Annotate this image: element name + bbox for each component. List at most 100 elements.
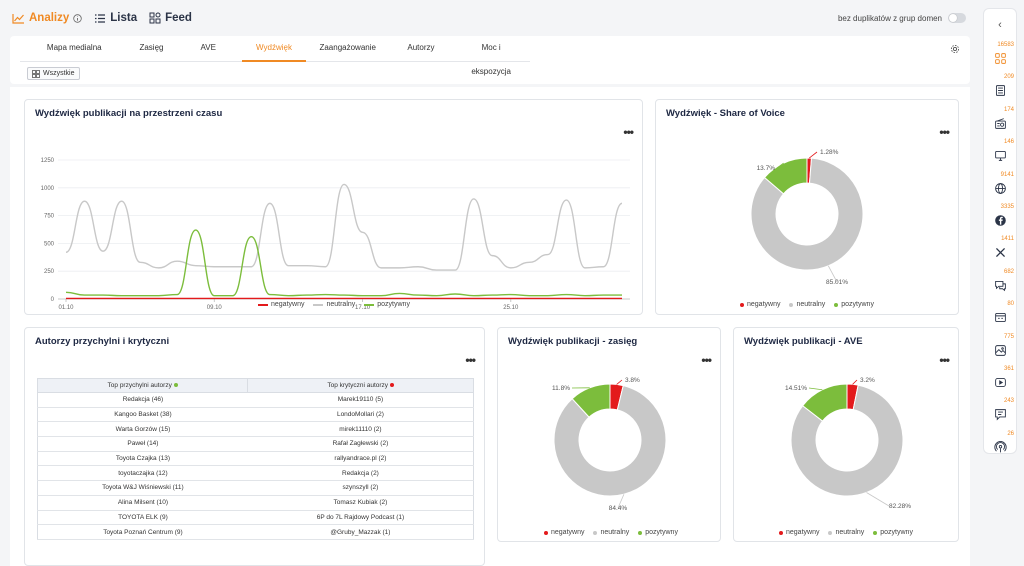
duplicates-switch[interactable] xyxy=(948,13,966,23)
donut-slice-pozytywny[interactable] xyxy=(802,383,848,422)
positive-author[interactable]: TOYOTA ELK (9) xyxy=(36,510,248,526)
slice-value-label: 1.28% xyxy=(820,149,839,156)
critical-author[interactable]: rallyandrace.pl (2) xyxy=(247,451,474,467)
source-count: 80 xyxy=(1007,301,1014,308)
y-tick-label: 0 xyxy=(51,297,55,303)
source-count: 146 xyxy=(1003,139,1014,146)
col-positive-authors: Top przychylni autorzy xyxy=(36,378,249,393)
source-filter-tv[interactable]: 146 xyxy=(984,138,1016,162)
facebook-icon xyxy=(994,215,1006,226)
y-tick-label: 750 xyxy=(44,214,55,220)
critical-author[interactable]: mirek11110 (2) xyxy=(247,421,474,438)
positive-author[interactable]: toyotaczajka (12) xyxy=(36,465,248,482)
timeline-menu-button[interactable]: ••• xyxy=(623,125,634,139)
donut-slice-neutralny[interactable] xyxy=(790,384,904,497)
sov-menu-button[interactable]: ••• xyxy=(939,125,950,139)
source-filter-chat[interactable]: 682 xyxy=(984,268,1016,292)
timeline-legend: negatywny neutralny pozytywny xyxy=(258,301,410,308)
nav-analyses[interactable]: Analizy xyxy=(12,12,82,24)
duplicates-toggle[interactable]: bez duplikatów z grup domen xyxy=(838,13,966,23)
source-filter-podcast[interactable]: 26 xyxy=(984,430,1016,454)
filter-chip-label: Wszystkie xyxy=(43,70,75,77)
positive-author[interactable]: Toyota W&J Wiśniewski (11) xyxy=(36,480,248,496)
source-filter-youtube[interactable]: 361 xyxy=(984,365,1016,389)
source-sidebar: ‹ 16583 209 174 146 9141 3335 1411 682 80 775 361 2… xyxy=(983,8,1017,454)
label-connector xyxy=(852,379,858,385)
nav-feed-label: Feed xyxy=(165,12,192,24)
y-tick-label: 250 xyxy=(44,269,55,275)
critical-author[interactable]: Marek19110 (5) xyxy=(247,392,474,408)
tab-media-map[interactable]: Mapa medialna xyxy=(46,43,102,52)
legend-positive-label: pozytywny xyxy=(880,529,913,536)
podcast-icon xyxy=(993,440,1007,453)
legend-positive-label: pozytywny xyxy=(377,301,410,308)
critical-author[interactable]: LondoMollari (2) xyxy=(247,407,474,423)
tab-power-exposure[interactable]: Moc i ekspozycja xyxy=(471,43,511,76)
info-icon[interactable] xyxy=(73,13,82,23)
positive-author[interactable]: Alina Milsent (10) xyxy=(36,495,248,511)
donut-slice-neutralny[interactable] xyxy=(553,384,667,497)
source-filter-globe[interactable]: 9141 xyxy=(984,171,1016,195)
positive-author[interactable]: Kangoo Basket (38) xyxy=(36,407,248,423)
instagram-icon xyxy=(994,344,1006,356)
table-row: Paweł (14) Rafał Zagłewski (2) xyxy=(36,436,474,452)
nav-feed[interactable]: Feed xyxy=(149,12,192,24)
tab-reach[interactable]: Zasięg xyxy=(139,43,164,52)
legend-positive: pozytywny xyxy=(834,301,874,308)
source-filter-instagram[interactable]: 775 xyxy=(984,333,1016,357)
legend-negative-label: negatywny xyxy=(747,301,781,308)
x-tick-label: 01.10 xyxy=(58,305,74,311)
source-filter-grid[interactable]: 16583 xyxy=(984,41,1016,65)
tab-sentiment[interactable]: Wydźwięk xyxy=(242,36,306,62)
source-filter-newspaper[interactable]: 209 xyxy=(984,73,1016,97)
legend-negative: negatywny xyxy=(740,301,780,308)
source-count: 209 xyxy=(1003,74,1014,81)
source-filter-radio[interactable]: 174 xyxy=(984,106,1016,130)
gear-icon[interactable] xyxy=(950,44,960,54)
collapse-sidebar-button[interactable]: ‹ xyxy=(998,19,1002,31)
reach-menu-button[interactable]: ••• xyxy=(701,353,712,367)
critical-author[interactable]: @Gruby_Mazzak (1) xyxy=(247,524,474,540)
slice-value-label: 3.2% xyxy=(860,377,875,384)
critical-author[interactable]: 6P do 7L Rajdowy Podcast (1) xyxy=(247,510,474,526)
nav-analyses-label: Analizy xyxy=(29,12,70,24)
filter-chip-all[interactable]: Wszystkie xyxy=(27,67,80,80)
forum-icon xyxy=(994,313,1006,323)
source-filter-forum[interactable]: 80 xyxy=(984,300,1016,324)
slice-value-label: 85.01% xyxy=(826,279,848,286)
slice-value-label: 3.8% xyxy=(625,377,640,384)
timeline-card: Wydźwięk publikacji na przestrzeni czasu… xyxy=(24,99,643,315)
positive-author[interactable]: Toyota Poznań Centrum (9) xyxy=(36,524,248,540)
legend-negative: negatywny xyxy=(544,529,584,536)
label-connector xyxy=(808,387,823,391)
slice-value-label: 82.28% xyxy=(889,503,911,510)
donut-slice-pozytywny[interactable] xyxy=(763,157,808,195)
positive-author[interactable]: Paweł (14) xyxy=(36,436,248,452)
critical-author[interactable]: Rafał Zagłewski (2) xyxy=(247,436,474,452)
tab-ave[interactable]: AVE xyxy=(200,43,216,52)
radio-icon xyxy=(994,118,1006,129)
tab-authors[interactable]: Autorzy xyxy=(407,43,435,52)
x-tick-label: 25.10 xyxy=(503,305,519,311)
ave-menu-button[interactable]: ••• xyxy=(939,353,950,367)
positive-author[interactable]: Warta Gorzów (15) xyxy=(36,421,248,438)
critical-author[interactable]: Tomasz Kubiak (2) xyxy=(247,495,474,511)
table-row: Redakcja (46) Marek19110 (5) xyxy=(36,392,474,408)
slice-value-label: 13.7% xyxy=(757,165,776,172)
positive-author[interactable]: Toyota Czajka (13) xyxy=(36,451,248,467)
legend-neutral-label: neutralny xyxy=(835,529,865,536)
dashboard-content: Wydźwięk publikacji na przestrzeni czasu… xyxy=(10,87,970,566)
authors-table: Top przychylni autorzy Top krytyczni aut… xyxy=(36,378,474,540)
tab-engagement[interactable]: Zaangażowanie xyxy=(319,43,376,52)
source-filter-facebook[interactable]: 3335 xyxy=(984,203,1016,227)
source-filter-x[interactable]: 1411 xyxy=(984,235,1016,259)
donut-slice-neutralny[interactable] xyxy=(750,157,864,271)
authors-menu-button[interactable]: ••• xyxy=(465,353,476,367)
nav-list[interactable]: Lista xyxy=(94,12,137,24)
positive-author[interactable]: Redakcja (46) xyxy=(36,392,248,408)
source-filter-comment[interactable]: 243 xyxy=(984,397,1016,421)
globe-icon xyxy=(994,182,1006,194)
critical-author[interactable]: Redakcja (2) xyxy=(247,465,474,482)
critical-author[interactable]: szynszyll (2) xyxy=(247,480,474,496)
donut-slice-pozytywny[interactable] xyxy=(571,383,611,418)
